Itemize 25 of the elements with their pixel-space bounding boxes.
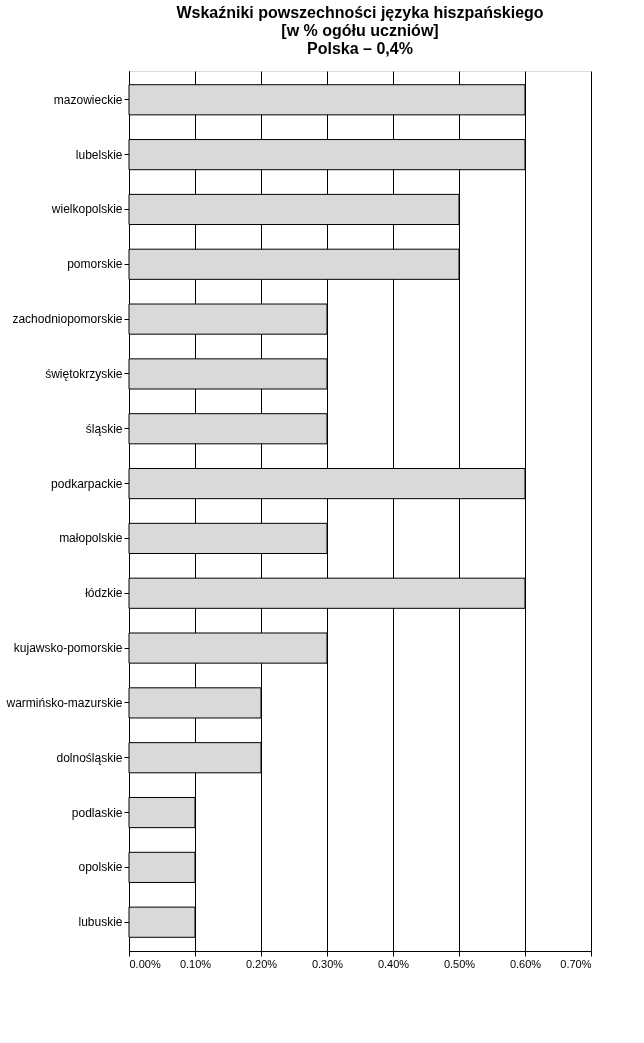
- y-tick-label: lubelskie: [75, 147, 123, 162]
- y-tick-label: lubuskie: [78, 915, 123, 930]
- x-tick-label: 0.20%: [245, 957, 278, 970]
- y-tick-label: pomorskie: [67, 257, 123, 272]
- x-tick-label: 0.00%: [129, 957, 161, 970]
- x-tick-label: 0.70%: [560, 957, 592, 970]
- x-tick-label: 0.60%: [509, 957, 542, 970]
- x-tick-label: 0.40%: [377, 957, 410, 970]
- y-tick-label: małopolskie: [59, 531, 123, 546]
- y-tick-label: zachodniopomorskie: [12, 312, 123, 327]
- y-tick-label: świętokrzyskie: [45, 366, 123, 381]
- chart-title: Wskaźniki powszechności języka hiszpańskiego [w % ogółu uczniów] Polska – 0,4%: [176, 4, 544, 57]
- y-tick-label: opolskie: [78, 860, 123, 875]
- y-tick-label: podlaskie: [71, 805, 123, 820]
- x-tick-label: 0.10%: [179, 957, 212, 970]
- x-tick-label: 0.30%: [311, 957, 344, 970]
- y-tick-label: wielkopolskie: [50, 202, 123, 217]
- y-tick-label: warmińsko-mazurskie: [5, 695, 123, 710]
- y-tick-label: mazowieckie: [53, 92, 123, 107]
- y-tick-label: łódzkie: [85, 586, 123, 601]
- y-tick-label: dolnośląskie: [56, 750, 123, 765]
- y-tick-label: kujawsko-pomorskie: [13, 641, 123, 656]
- y-tick-label: śląskie: [85, 421, 123, 436]
- y-tick-label: podkarpackie: [51, 476, 123, 491]
- x-tick-label: 0.50%: [443, 957, 476, 970]
